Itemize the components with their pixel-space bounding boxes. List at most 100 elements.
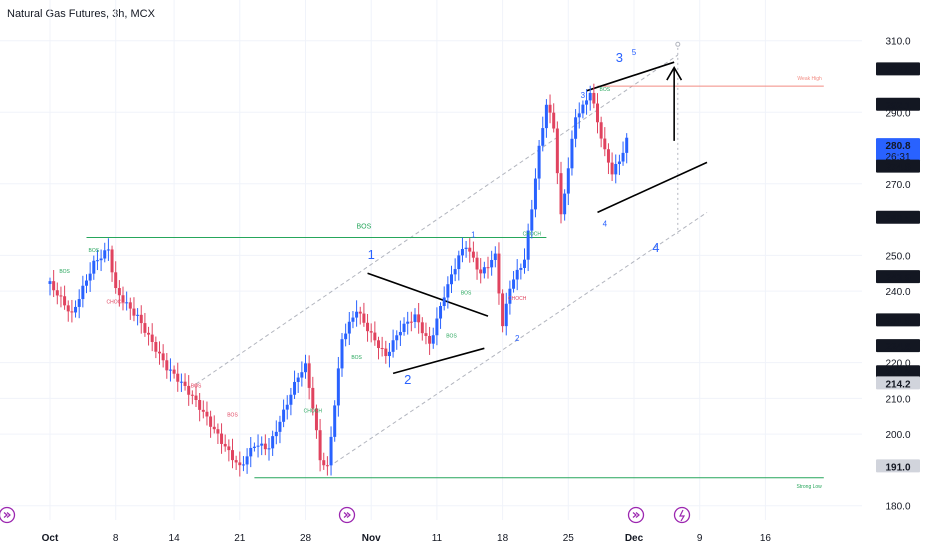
strong-low-label: Strong Low xyxy=(797,484,823,490)
candle-body xyxy=(471,251,475,258)
candle-body xyxy=(201,409,205,412)
price-axis[interactable]: 310.0 290.0 270.0 250.0 240.0 220.0 210.0 200.0… xyxy=(876,37,920,513)
candle-body xyxy=(205,411,209,417)
time-axis[interactable]: Oct 8 14 21 28 Nov 11 18 25 Dec 9 16 xyxy=(42,533,772,544)
candle-body xyxy=(95,260,99,262)
candle-body xyxy=(304,363,307,373)
candle-body xyxy=(48,281,52,284)
candle-body xyxy=(566,168,570,194)
candle-body xyxy=(486,267,490,269)
candle-body xyxy=(267,448,271,450)
candle-body xyxy=(85,280,88,286)
candle-body xyxy=(420,322,424,334)
candle-body xyxy=(526,230,530,260)
candle-body xyxy=(344,333,348,340)
candle-body xyxy=(435,318,439,336)
price-tag-label: 231.8 xyxy=(885,316,910,327)
chevron-icon xyxy=(346,512,351,518)
triangle-upper xyxy=(367,272,489,317)
candle-body xyxy=(289,394,293,405)
chart-label: 5 xyxy=(632,48,637,57)
candle-body xyxy=(391,340,395,352)
wedge-upper xyxy=(586,61,675,92)
candle-body xyxy=(523,259,526,268)
candle-body xyxy=(66,305,70,312)
candle-body xyxy=(63,296,67,306)
candle-body xyxy=(70,311,74,313)
candle-body xyxy=(318,430,322,461)
candle-body xyxy=(99,258,103,261)
candle-body xyxy=(322,460,326,466)
candle-body xyxy=(125,302,129,304)
candle-body xyxy=(508,288,512,304)
candle-body xyxy=(117,288,121,296)
candle-body xyxy=(260,443,264,446)
candle-body xyxy=(610,162,614,175)
candle-body xyxy=(121,295,125,303)
candle-body xyxy=(603,138,607,150)
candle-body xyxy=(544,104,548,129)
candle-body xyxy=(143,323,147,333)
dividend-icon xyxy=(673,506,691,524)
candle-body xyxy=(621,152,625,162)
candle-body xyxy=(216,429,220,434)
chevron-icon xyxy=(635,512,640,518)
chart-label: CHOCH xyxy=(523,232,542,238)
candle-body xyxy=(234,460,238,463)
candle-body xyxy=(179,381,183,383)
candle-body xyxy=(515,269,519,280)
candle-body xyxy=(274,431,278,437)
candle-body xyxy=(398,331,402,336)
chart-label: CHOCH xyxy=(304,409,323,415)
candle-body xyxy=(249,447,253,457)
candle-body xyxy=(150,334,154,342)
candle-body xyxy=(278,421,282,432)
candle-body xyxy=(227,446,231,451)
candle-body xyxy=(588,92,592,101)
candle-body xyxy=(55,290,59,296)
candle-body xyxy=(501,293,505,327)
chart-label: 2 xyxy=(404,372,411,387)
candle-body xyxy=(282,409,286,422)
price-tick-label: 240.0 xyxy=(885,287,910,298)
time-tick-label: 18 xyxy=(497,533,509,544)
candle-body xyxy=(256,445,260,447)
time-tick-label: 9 xyxy=(697,533,703,544)
time-tick-label: 16 xyxy=(760,533,772,544)
candle-body xyxy=(285,404,289,410)
price-tag-label: 243.9 xyxy=(885,273,910,284)
chart-label: BOS xyxy=(446,334,457,340)
price-tag-label: 274.8 xyxy=(885,163,910,174)
event-icons xyxy=(0,506,691,524)
candle-body xyxy=(114,272,118,289)
arrow-head xyxy=(666,65,683,81)
candle-body xyxy=(176,373,180,382)
candle-body xyxy=(263,443,267,450)
price-tag-bg xyxy=(876,210,920,224)
candle-body xyxy=(606,149,610,163)
candle-body xyxy=(530,209,534,231)
candle-body xyxy=(77,299,81,307)
chevron-icon xyxy=(343,512,348,518)
chart-label: BOS xyxy=(357,224,372,231)
time-tick-label: Oct xyxy=(42,533,59,544)
candle-body xyxy=(424,333,428,336)
candle-body xyxy=(132,308,136,316)
candle-body xyxy=(402,323,406,332)
channel-lower xyxy=(334,211,708,464)
candle-body xyxy=(300,372,304,378)
candle-body xyxy=(577,113,581,118)
candle-body xyxy=(161,353,165,361)
candle-body xyxy=(183,381,187,386)
candle-body xyxy=(555,128,559,174)
chart-label: 3 xyxy=(616,50,623,65)
price-tag-label: 217.3 xyxy=(885,368,910,379)
candle-body xyxy=(355,311,359,318)
chart-label: BOS xyxy=(191,384,202,390)
candle-body xyxy=(293,381,297,395)
candle-body xyxy=(252,446,256,448)
candle-body xyxy=(106,249,110,251)
candle-body xyxy=(340,339,344,369)
